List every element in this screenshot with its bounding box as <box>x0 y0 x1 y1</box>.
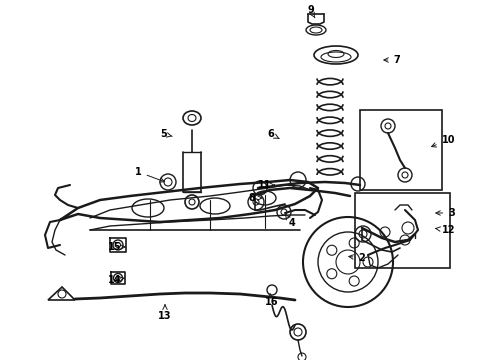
Text: 12: 12 <box>436 225 455 235</box>
Text: 6: 6 <box>267 129 279 139</box>
Text: 13: 13 <box>158 305 172 321</box>
Text: 2: 2 <box>349 253 365 263</box>
Text: 4: 4 <box>286 215 295 228</box>
Bar <box>355 193 450 268</box>
Text: 1: 1 <box>135 167 164 182</box>
Text: 10: 10 <box>432 135 455 147</box>
Text: 9: 9 <box>307 5 315 18</box>
Text: 15: 15 <box>108 242 125 252</box>
Text: 11: 11 <box>258 180 274 190</box>
Text: 5: 5 <box>160 129 172 139</box>
Bar <box>360 110 442 190</box>
Text: 14: 14 <box>108 275 124 285</box>
Text: 3: 3 <box>436 208 455 218</box>
Text: 16: 16 <box>265 294 278 307</box>
Text: 7: 7 <box>384 55 400 65</box>
Text: 8: 8 <box>248 193 262 203</box>
